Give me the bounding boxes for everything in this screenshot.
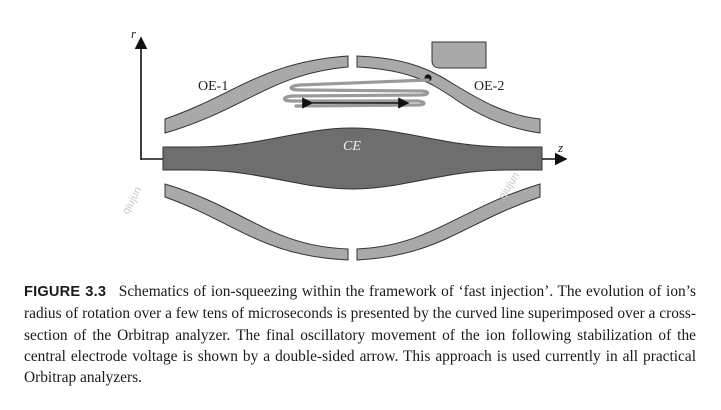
- figure-label: FIGURE 3.3: [24, 284, 107, 300]
- outer-electrode-upper-left: [164, 55, 349, 134]
- r-axis-label: r: [131, 26, 137, 41]
- outer-electrode-1-label: OE-1: [198, 79, 228, 94]
- outer-electrode-lower-left: [164, 183, 349, 261]
- central-electrode-label: CE: [343, 139, 361, 154]
- ion-trajectory: [282, 78, 430, 108]
- z-axis-label: z: [557, 140, 563, 155]
- outer-electrode-lower-right: [356, 183, 541, 261]
- central-electrode: [162, 127, 543, 190]
- injection-deflector: [431, 41, 487, 69]
- caption-text: Schematics of ion-squeezing within the f…: [24, 283, 696, 387]
- watermark-left: qiujun: [120, 185, 144, 217]
- figure-caption: FIGURE 3.3 Schematics of ion-squeezing w…: [24, 281, 696, 388]
- outer-electrode-2-label: OE-2: [474, 79, 504, 94]
- orbitrap-schematic: r z CE OE-1 OE-2 qiujun qiujun: [120, 26, 568, 261]
